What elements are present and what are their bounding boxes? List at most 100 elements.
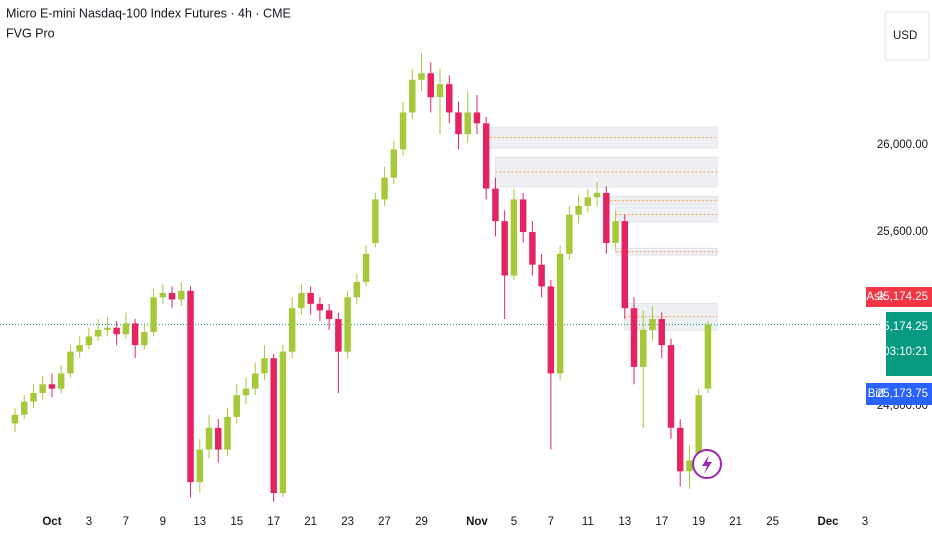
candle <box>233 384 240 424</box>
candle-body <box>695 395 702 461</box>
candle <box>21 395 28 420</box>
candle <box>427 62 434 113</box>
candle-body <box>455 112 462 135</box>
candle <box>399 101 407 156</box>
candle <box>446 75 453 124</box>
candle <box>353 273 361 304</box>
candle-body <box>279 351 287 494</box>
currency-label[interactable]: USD <box>893 30 917 42</box>
candle <box>141 323 148 350</box>
candle <box>307 286 314 315</box>
candle <box>298 284 305 315</box>
icon-bolt[interactable] <box>702 455 712 474</box>
candle <box>686 445 693 489</box>
quote-labels: Ask 25,174.25 25,174.25 03:10:21 Bid 25,… <box>866 287 932 405</box>
candle-body <box>501 221 508 276</box>
candle-body <box>288 308 296 352</box>
candle <box>603 186 610 254</box>
candle-body <box>621 221 629 309</box>
candle <box>224 408 231 457</box>
candle-body <box>57 373 65 389</box>
candle-body <box>131 323 139 346</box>
candle-body <box>113 327 120 335</box>
x-tick-label: 15 <box>230 516 243 528</box>
candle-body <box>436 84 444 98</box>
candle <box>436 68 444 135</box>
candle <box>11 408 19 433</box>
candle <box>676 419 684 487</box>
candle-body <box>39 384 46 393</box>
candle <box>381 166 388 206</box>
candle <box>372 192 379 248</box>
candle <box>658 312 665 359</box>
candle-body <box>30 392 37 402</box>
candle <box>131 319 139 359</box>
candle-body <box>344 297 351 352</box>
x-tick-label: 27 <box>378 516 391 528</box>
candle-body <box>399 112 407 150</box>
candle <box>621 214 629 320</box>
x-tick-label: 5 <box>511 516 517 528</box>
candle <box>566 205 573 261</box>
candle <box>501 210 508 320</box>
last-price-box <box>886 312 932 376</box>
x-tick-label: Nov <box>466 516 488 528</box>
candle-body <box>686 460 693 472</box>
candle <box>335 312 342 393</box>
candle-body <box>335 319 342 352</box>
candle-body <box>676 427 684 472</box>
candle <box>30 384 37 409</box>
last-price-label: 25,174.25 <box>877 321 928 333</box>
candle <box>67 345 74 378</box>
x-tick-label: 13 <box>618 516 631 528</box>
bid-tag <box>866 383 886 405</box>
candle <box>510 188 518 280</box>
candle-body <box>48 384 56 389</box>
candle-body <box>104 327 111 330</box>
x-tick-label: 25 <box>766 516 779 528</box>
candle-body <box>464 112 471 135</box>
candle <box>409 68 416 119</box>
candle <box>519 192 527 243</box>
candle <box>390 140 398 185</box>
candle <box>57 364 65 393</box>
candle <box>640 310 647 428</box>
candle <box>492 177 499 237</box>
candle <box>48 373 56 398</box>
candle <box>187 286 194 498</box>
candle-body <box>529 232 536 265</box>
currency-button[interactable] <box>884 11 930 61</box>
candle-body <box>85 336 93 346</box>
x-tick-label: 11 <box>582 516 594 528</box>
candle <box>270 353 277 502</box>
y-tick-label: 26,000.00 <box>877 139 928 151</box>
x-tick-label: 7 <box>548 516 554 528</box>
x-tick-label: 19 <box>692 516 705 528</box>
candle-body <box>409 79 416 113</box>
candle-body <box>575 205 582 215</box>
candle-body <box>556 253 564 374</box>
candle <box>122 312 130 339</box>
candle-body <box>11 414 19 424</box>
candle-body <box>122 323 130 335</box>
ask-price: 25,174.25 <box>877 291 928 303</box>
ask-box <box>886 287 932 307</box>
candle <box>473 95 481 135</box>
candle-body <box>261 358 268 374</box>
candle <box>159 284 167 304</box>
candle <box>344 290 351 359</box>
candle <box>205 414 213 459</box>
candle-body <box>187 290 194 483</box>
candle-body <box>612 221 619 243</box>
replay-icon[interactable] <box>692 449 722 479</box>
bid-price: 25,173.75 <box>877 388 928 400</box>
candle-body <box>566 214 573 254</box>
candle <box>279 345 287 498</box>
x-tick-label: 3 <box>862 516 868 528</box>
candle <box>178 282 185 307</box>
fvg-zone <box>615 247 718 256</box>
plot-area <box>0 53 880 502</box>
candle-body <box>215 427 222 450</box>
indicator-name[interactable]: FVG Pro <box>6 26 55 40</box>
